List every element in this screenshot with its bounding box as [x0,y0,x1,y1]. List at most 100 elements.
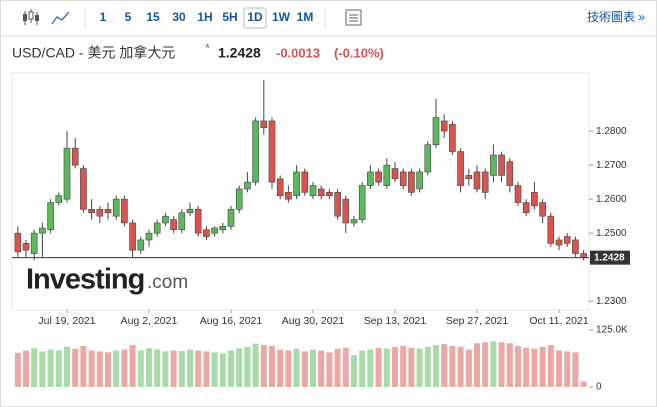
interval-button[interactable]: 1W [272,10,291,24]
candle-icon[interactable] [23,9,39,25]
candle-body [178,212,186,231]
volume-bar [137,350,144,387]
interval-button[interactable]: 1M [297,10,314,24]
x-tick-label: Aug 30, 2021 [282,315,345,327]
candle-body [498,154,505,176]
volume-bar [531,348,538,387]
candle-body [539,202,546,217]
candle-body [457,151,464,186]
candle-body [580,253,587,258]
candle-body [531,192,538,207]
volume-bar [14,352,21,387]
volume-bar [392,346,398,387]
volume-bar [310,349,316,387]
area-icon[interactable] [51,11,70,25]
candle-body [408,171,415,193]
interval-button[interactable]: 15 [146,10,160,24]
volume-bar [187,349,193,387]
volume-bar [359,350,366,387]
volume-bar [88,350,95,387]
volume-bar [23,350,29,387]
candle-body [252,120,259,183]
volume-bar [408,347,415,387]
price: 1.2428 [218,45,261,61]
y-tick-label: 1.2800 [596,126,627,137]
volume-bar [154,349,161,387]
interval-button[interactable]: 30 [172,10,186,24]
candle-body [39,227,46,234]
volume-bar [244,346,251,387]
candle-body [481,171,489,193]
candle-body [145,232,153,241]
interval-button[interactable]: 1H [197,10,212,24]
volume-bar [293,348,300,387]
volume-bar [367,349,374,387]
volume-bar [260,345,267,387]
technical-chart-link[interactable]: 技術圖表 » [587,10,645,24]
marker: * [205,40,210,55]
y-tick-label: 1.2700 [596,160,627,171]
selected-box [243,7,267,29]
candle-body [473,171,481,190]
volume-bar [326,352,333,387]
candle-body [432,117,440,146]
candle-body [186,209,194,214]
candle-body [260,120,268,129]
volume-bar [474,343,480,387]
interval-button[interactable]: 5 [125,10,132,24]
candle-body [326,192,333,197]
candle-body [375,171,382,183]
volume-bar [490,341,497,387]
interval-button[interactable]: 1 [100,10,107,24]
volume-bar [170,350,177,387]
x-tick-label: Aug 2, 2021 [121,315,178,327]
candle-body [293,171,300,197]
volume-bar [72,348,79,387]
interval-button[interactable]: 1D [247,10,263,24]
candle-body [104,209,112,214]
volume-bar [195,350,202,387]
candle-body [514,185,522,203]
candle-body [153,222,161,234]
volume-bar [211,352,218,387]
volume-bar [96,351,103,387]
y-tick-label: 1.2300 [596,296,627,307]
candle-body [416,171,423,190]
candle-body [129,222,136,251]
x-tick-label: Oct 11, 2021 [529,315,589,327]
logo-suffix: .com [147,272,188,293]
volume-bar [539,346,546,387]
volume-bar [47,349,54,387]
candle-body [506,161,514,186]
volume-tick-label: 125.0K [596,325,628,336]
candle-body [276,178,284,197]
volume-bar [277,349,284,387]
volume-bar [269,345,275,387]
calendar-icon[interactable] [345,9,362,26]
candle-body [30,232,38,254]
plot-area [11,72,590,311]
candle-body [235,188,243,210]
x-tick-label: Sep 13, 2021 [364,315,427,327]
candle-body [22,243,30,251]
interval-button[interactable]: 5H [222,10,237,24]
candle-body [227,209,235,227]
last-price-label: 1.2428 [594,252,625,263]
candle-body [121,198,128,224]
candle-body [547,215,555,244]
candle-body [334,192,341,217]
candle-body [55,195,63,203]
volume-bar [318,350,325,387]
volume-bar [219,353,226,387]
volume-bar [375,347,382,387]
volume-bar [228,350,234,387]
change: -0.0013 [276,45,320,60]
symbol: USD/CAD - 美元 加拿大元 [12,45,175,61]
volume-bar [580,381,587,387]
volume-bar [506,343,513,387]
volume-bar [121,349,128,387]
volume-bar [515,345,521,387]
candle-body [383,164,391,186]
